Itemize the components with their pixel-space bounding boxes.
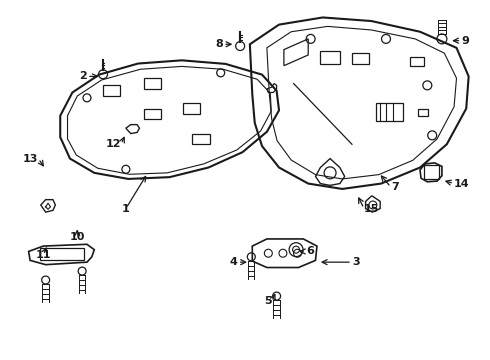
Text: 10: 10 — [70, 232, 85, 242]
Bar — [417, 109, 428, 116]
Bar — [40, 248, 84, 260]
Bar — [424, 165, 440, 179]
Text: 9: 9 — [462, 36, 469, 46]
Text: 3: 3 — [352, 257, 360, 267]
Text: 4: 4 — [230, 257, 238, 267]
Text: 6: 6 — [306, 247, 314, 256]
Text: 1: 1 — [122, 203, 130, 213]
Text: 15: 15 — [364, 203, 379, 213]
Bar — [144, 78, 161, 89]
Text: 13: 13 — [23, 154, 38, 163]
Text: 5: 5 — [264, 296, 272, 306]
Text: 2: 2 — [79, 71, 87, 81]
Text: 14: 14 — [454, 179, 470, 189]
Bar — [376, 103, 403, 121]
Bar — [410, 57, 424, 66]
Bar — [102, 85, 120, 96]
Bar — [352, 53, 369, 64]
Bar — [144, 109, 161, 119]
Bar — [320, 51, 340, 64]
Bar — [183, 103, 200, 114]
Text: 12: 12 — [105, 139, 121, 149]
Text: 7: 7 — [391, 182, 399, 192]
Text: 11: 11 — [35, 250, 51, 260]
Text: 8: 8 — [216, 39, 223, 49]
Bar — [193, 134, 210, 144]
